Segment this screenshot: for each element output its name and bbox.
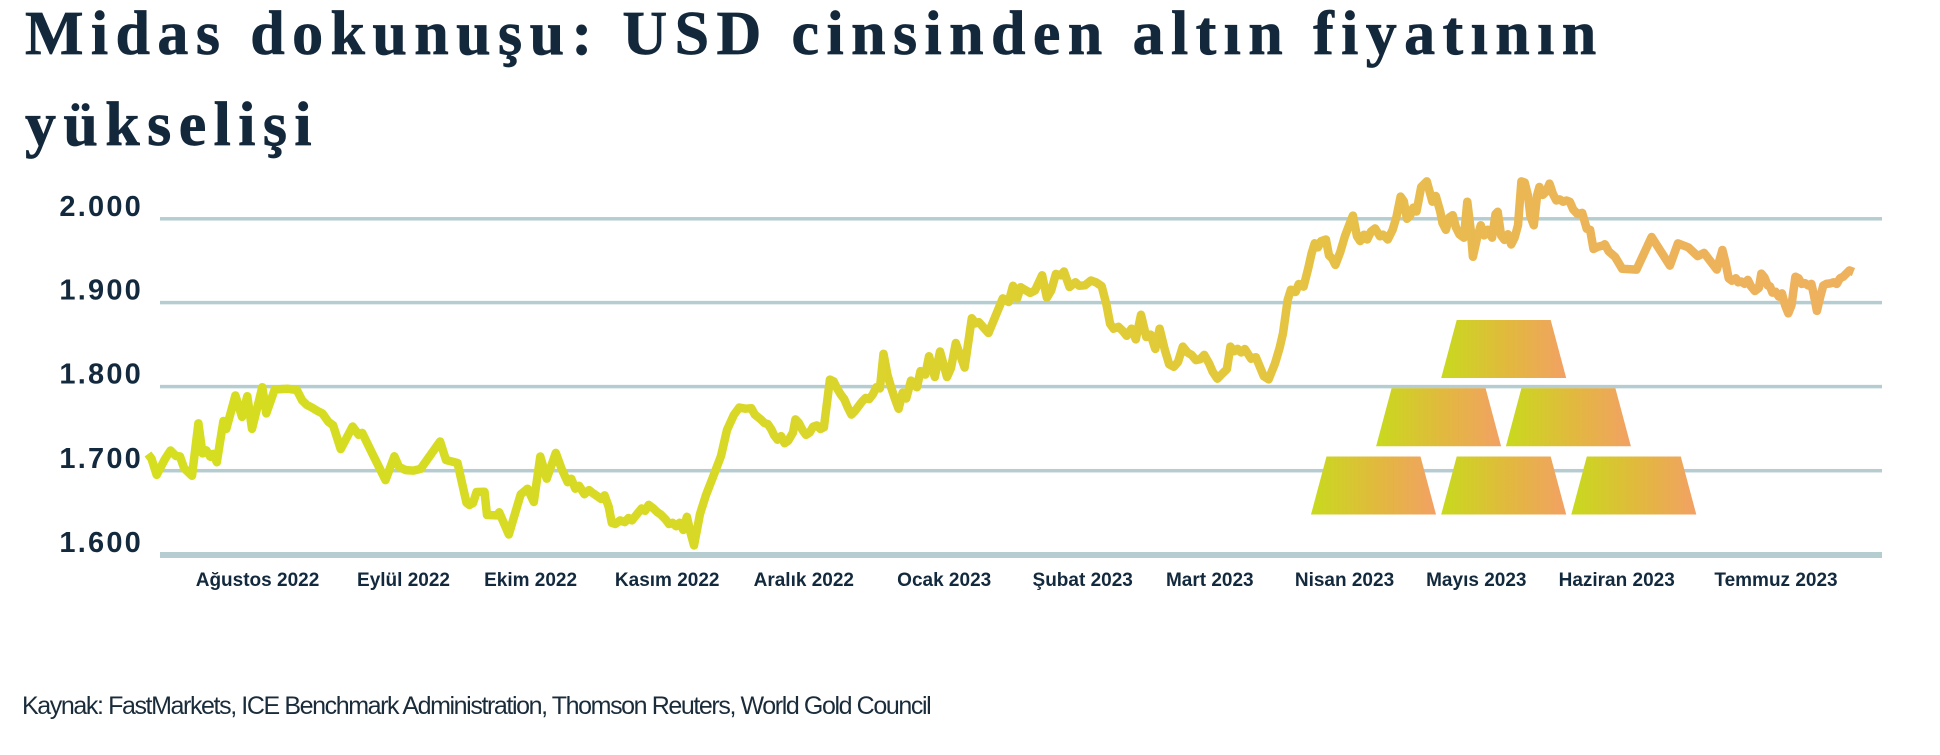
- svg-text:Temmuz 2023: Temmuz 2023: [1714, 570, 1837, 591]
- svg-text:Şubat 2023: Şubat 2023: [1033, 570, 1133, 591]
- svg-text:Mayıs 2023: Mayıs 2023: [1426, 570, 1526, 591]
- svg-text:Mart 2023: Mart 2023: [1166, 570, 1254, 591]
- svg-text:Aralık 2022: Aralık 2022: [754, 570, 854, 591]
- svg-text:Kasım 2022: Kasım 2022: [615, 570, 720, 591]
- svg-text:Ekim 2022: Ekim 2022: [484, 570, 577, 591]
- svg-text:Eylül 2022: Eylül 2022: [357, 570, 450, 591]
- svg-text:Ağustos 2022: Ağustos 2022: [196, 570, 320, 591]
- svg-text:1.800: 1.800: [59, 359, 143, 391]
- svg-text:Haziran 2023: Haziran 2023: [1559, 570, 1675, 591]
- svg-text:Ocak 2023: Ocak 2023: [897, 570, 991, 591]
- svg-text:1.600: 1.600: [59, 527, 143, 559]
- svg-text:1.900: 1.900: [59, 275, 143, 307]
- svg-text:1.700: 1.700: [59, 443, 143, 475]
- svg-text:Nisan 2023: Nisan 2023: [1295, 570, 1394, 591]
- svg-text:2.000: 2.000: [59, 191, 143, 223]
